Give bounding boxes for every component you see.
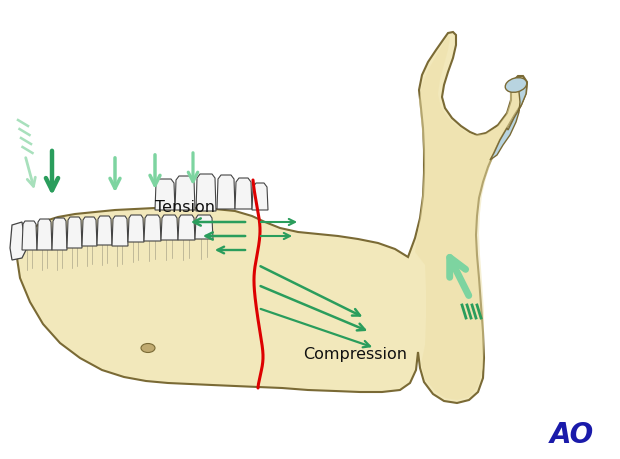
Polygon shape: [82, 217, 97, 246]
Polygon shape: [195, 215, 213, 239]
Text: Tension: Tension: [155, 200, 215, 214]
Polygon shape: [17, 32, 527, 403]
Polygon shape: [196, 174, 216, 211]
Polygon shape: [155, 179, 175, 210]
Polygon shape: [490, 79, 527, 160]
Polygon shape: [175, 176, 195, 210]
Polygon shape: [22, 221, 37, 250]
Polygon shape: [97, 216, 112, 245]
Polygon shape: [252, 183, 268, 210]
Polygon shape: [112, 216, 128, 246]
Text: AO: AO: [550, 421, 594, 449]
Polygon shape: [415, 35, 525, 400]
Polygon shape: [178, 215, 195, 240]
Ellipse shape: [505, 78, 527, 92]
Polygon shape: [144, 215, 161, 241]
Polygon shape: [10, 222, 26, 260]
Polygon shape: [37, 219, 52, 250]
Polygon shape: [235, 178, 252, 209]
Polygon shape: [128, 215, 144, 242]
Polygon shape: [161, 215, 178, 240]
Ellipse shape: [141, 343, 155, 353]
Polygon shape: [67, 217, 82, 248]
Text: Compression: Compression: [303, 347, 407, 363]
Polygon shape: [52, 218, 67, 250]
Polygon shape: [217, 175, 235, 209]
